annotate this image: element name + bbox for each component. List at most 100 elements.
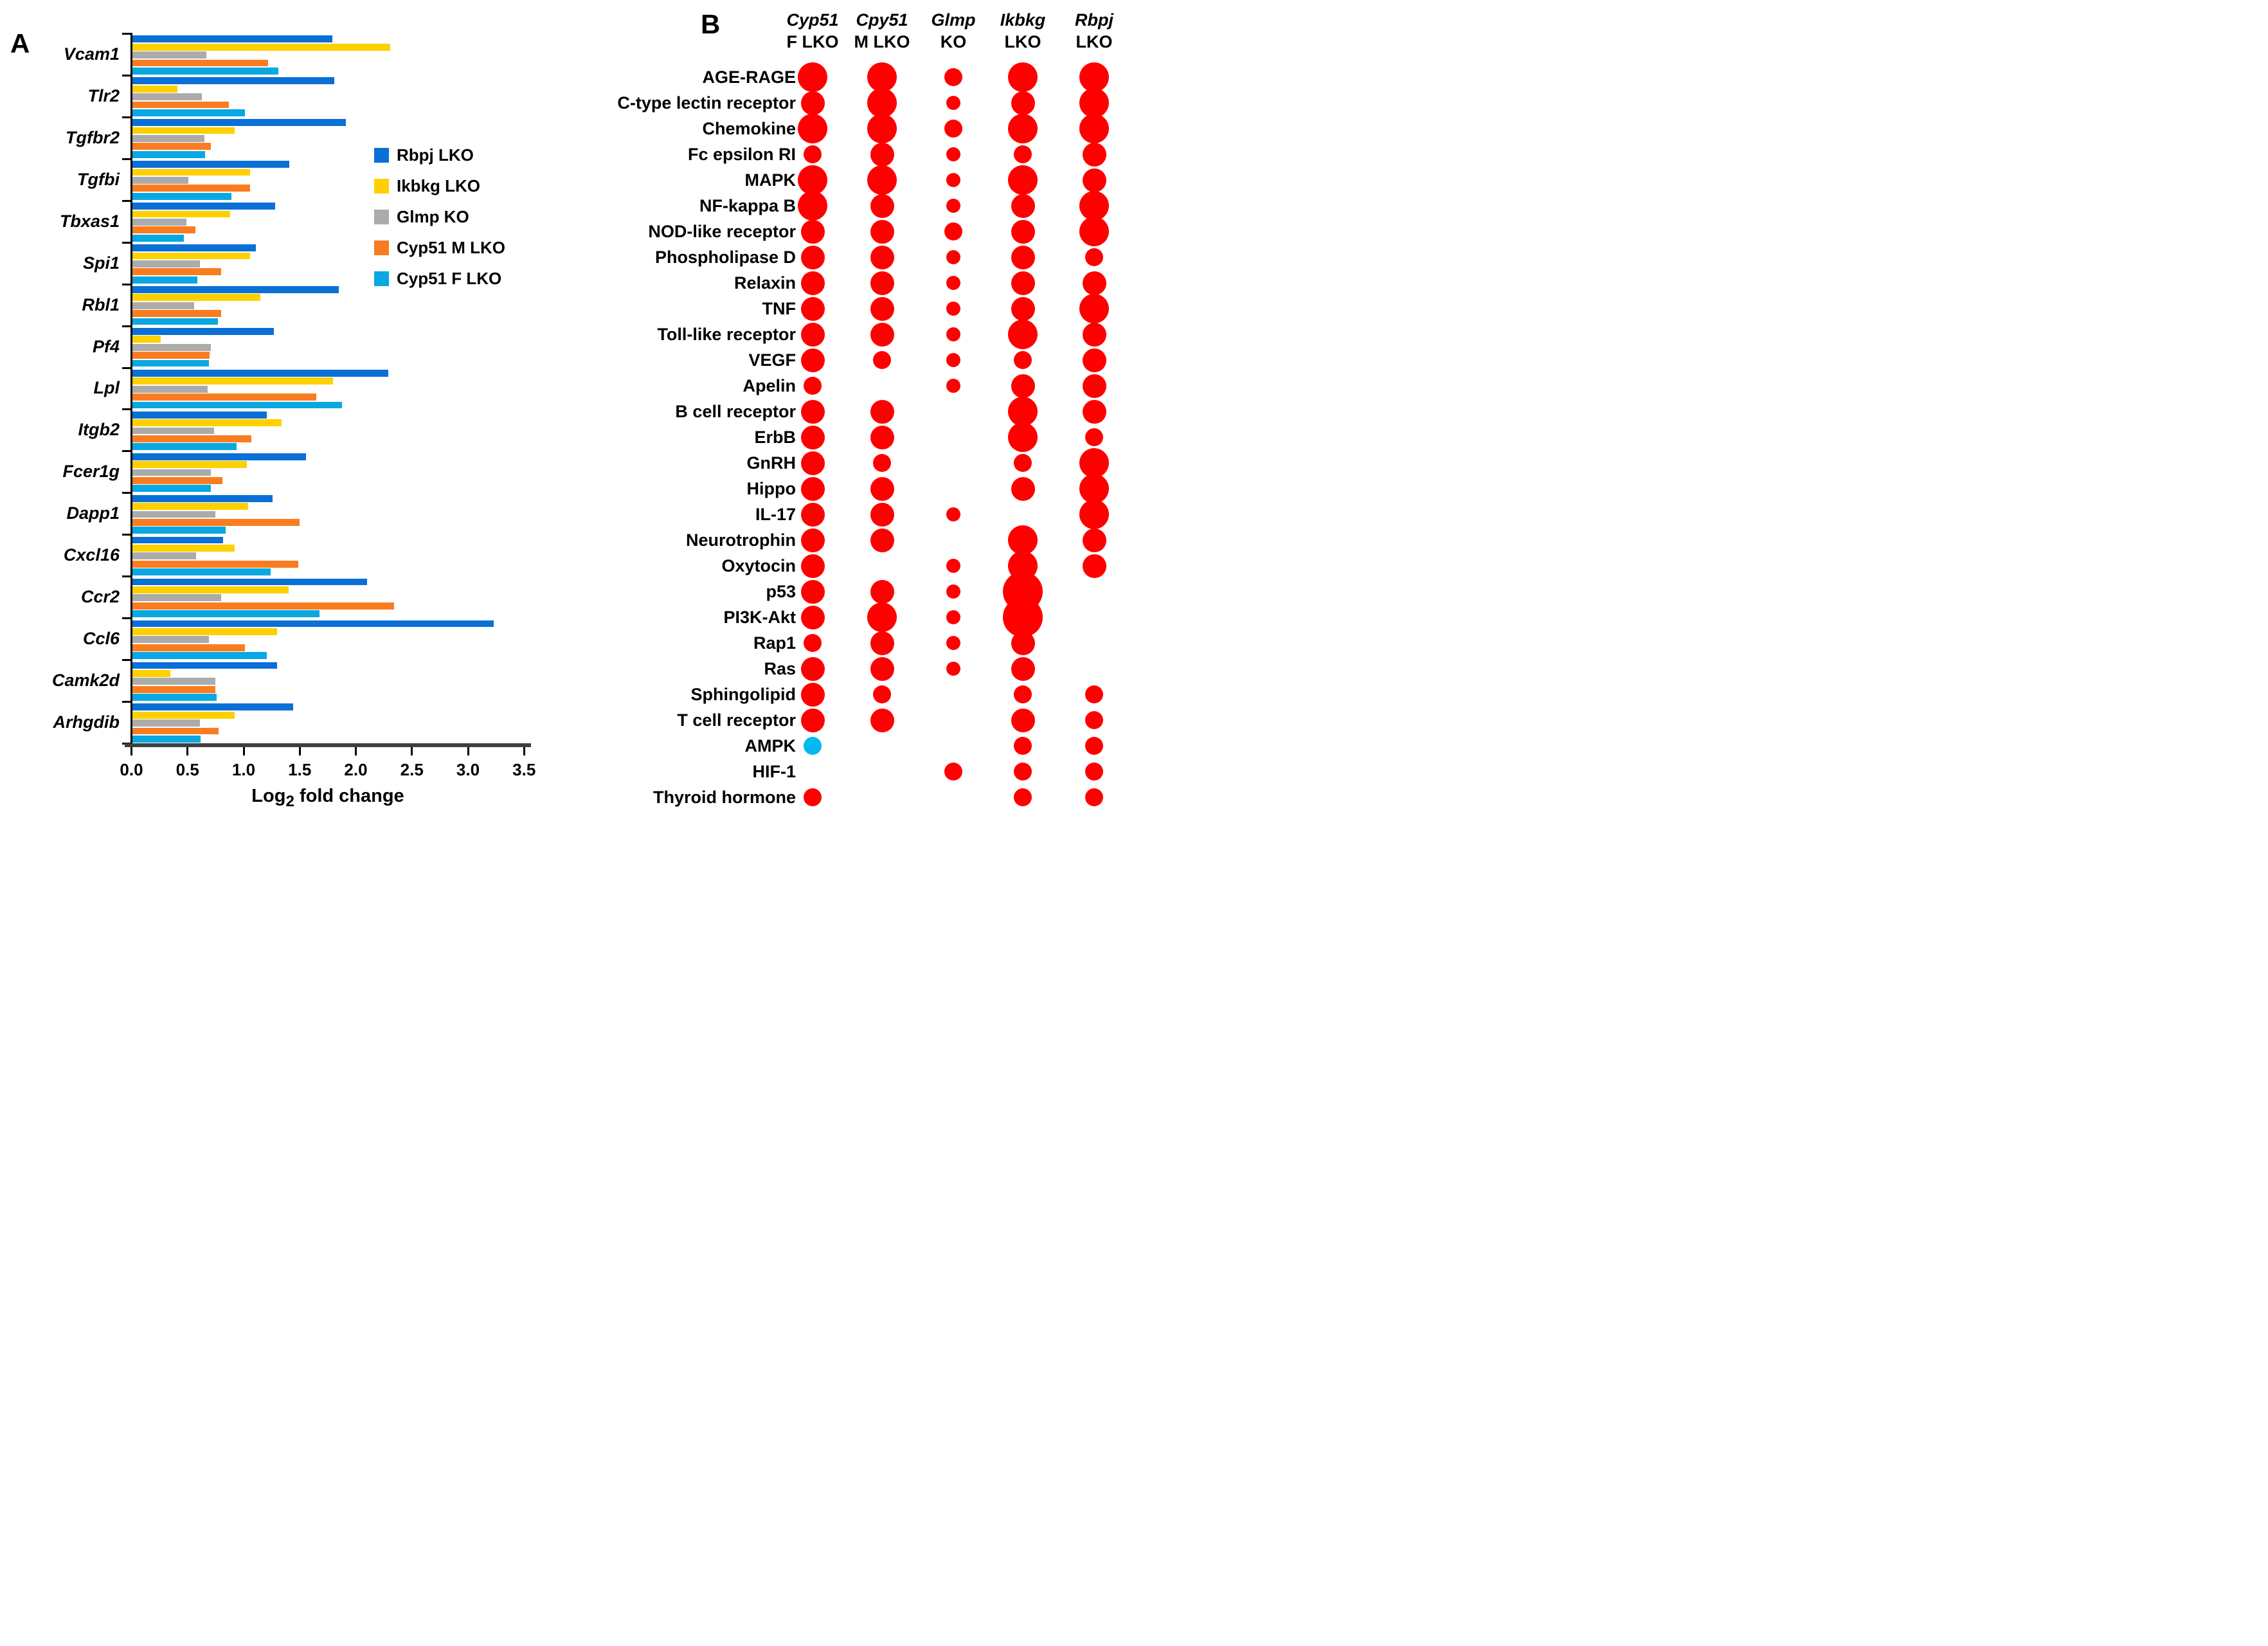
column-header-bottom: F LKO: [786, 32, 839, 51]
y-axis-tick: [122, 617, 131, 620]
pathway-dot: [1011, 374, 1035, 398]
pathway-label: Thyroid hormone: [653, 787, 796, 807]
panel-a-letter: A: [10, 28, 30, 59]
legend-swatch: [374, 210, 389, 224]
gene-label: Rbl1: [82, 294, 120, 314]
bar-cyp51-m-lko: [132, 685, 216, 693]
x-axis-tick-label: 1.0: [231, 760, 256, 779]
legend-swatch: [374, 271, 389, 286]
gene-label: Fcer1g: [62, 462, 120, 482]
pathway-label: B cell receptor: [675, 401, 796, 421]
pathway-dot: [870, 219, 894, 244]
bar-ikbkg-lko: [132, 503, 248, 510]
bar-cyp51-m-lko: [132, 185, 251, 192]
pathway-dot: [1008, 525, 1038, 555]
gene-label: Camk2d: [51, 671, 120, 691]
bar-glmp-ko: [132, 385, 208, 393]
pathway-dot: [867, 165, 897, 195]
bar-cyp51-f-lko: [132, 694, 217, 701]
pathway-dot: [798, 62, 827, 92]
pathway-dot: [798, 114, 827, 143]
bar-cyp51-m-lko: [132, 518, 300, 526]
pathway-dot: [870, 528, 894, 552]
x-axis-tick-label: 0.5: [176, 760, 199, 779]
pathway-dot: [946, 96, 960, 110]
pathway-dot: [1079, 474, 1109, 503]
pathway-label: NF-kappa B: [699, 195, 796, 215]
y-axis-tick: [122, 659, 131, 662]
pathway-dot: [1014, 454, 1032, 472]
bar-cyp51-f-lko: [132, 68, 278, 75]
bar-cyp51-f-lko: [132, 401, 343, 409]
pathway-dot: [1011, 631, 1035, 655]
pathway-label: HIF-1: [752, 761, 797, 781]
legend-item: Cyp51 F LKO: [374, 269, 505, 289]
bar-cyp51-f-lko: [132, 234, 184, 242]
legend-label: Cyp51 F LKO: [397, 269, 502, 288]
x-axis-tick: [467, 747, 469, 755]
pathway-dot: [1008, 422, 1038, 452]
x-axis-tick: [298, 747, 301, 755]
pathway-label: PI3K-Akt: [723, 607, 796, 627]
pathway-dot: [946, 662, 960, 676]
pathway-dot: [800, 554, 825, 578]
legend-item: Ikbkg LKO: [374, 176, 505, 196]
bar-cyp51-m-lko: [132, 268, 221, 276]
legend-swatch: [374, 148, 389, 163]
bar-rbpj-lko: [132, 35, 332, 43]
pathway-dot: [1003, 597, 1043, 637]
pathway-dot: [1079, 191, 1109, 221]
bar-ikbkg-lko: [132, 252, 251, 260]
pathway-dot: [1008, 397, 1038, 426]
pathway-dot: [946, 276, 960, 290]
pathway-label: NOD-like receptor: [648, 221, 796, 241]
pathway-dot: [800, 682, 825, 707]
legend-label: Cyp51 M LKO: [397, 238, 506, 257]
y-axis-tick: [122, 283, 131, 285]
gene-label: Cxcl16: [63, 545, 120, 565]
bar-glmp-ko: [132, 218, 186, 226]
pathway-dot: [800, 322, 825, 347]
bar-ikbkg-lko: [132, 586, 289, 593]
legend-label: Glmp KO: [397, 207, 469, 226]
pathway-dot: [1011, 245, 1035, 269]
bar-cyp51-m-lko: [132, 393, 317, 401]
pathway-dot: [804, 737, 822, 755]
pathway-dot: [1082, 271, 1106, 295]
legend-item: Cyp51 M LKO: [374, 238, 505, 258]
pathway-label: Chemokine: [702, 118, 796, 138]
pathway-dot: [1011, 91, 1035, 115]
pathway-dot: [1079, 294, 1109, 323]
bar-cyp51-f-lko: [132, 318, 218, 325]
pathway-label: p53: [766, 581, 796, 601]
pathway-dot: [1085, 248, 1103, 266]
column-header-bottom: LKO: [1004, 32, 1041, 51]
pathway-dot: [1079, 500, 1109, 529]
gene-label: Spi1: [82, 253, 120, 273]
pathway-dot: [870, 194, 894, 218]
pathway-dot: [1014, 351, 1032, 369]
pathway-dot: [1079, 448, 1109, 478]
pathway-dot: [1085, 685, 1103, 703]
pathway-label: Toll-like receptor: [657, 324, 796, 344]
pathway-dot: [867, 88, 897, 118]
pathway-dot: [800, 245, 825, 269]
gene-label: Dapp1: [66, 503, 120, 523]
pathway-dot: [873, 351, 891, 369]
pathway-dot: [946, 173, 960, 187]
bar-glmp-ko: [132, 51, 207, 59]
pathway-dot: [1085, 788, 1103, 806]
column-header-top: Cpy51: [856, 10, 908, 30]
column-header-top: Ikbkg: [1000, 10, 1046, 30]
pathway-label: ErbB: [754, 427, 796, 447]
bar-rbpj-lko: [132, 411, 267, 419]
y-axis-tick: [122, 199, 131, 202]
bar-cyp51-m-lko: [132, 477, 222, 484]
gene-label: Itgb2: [78, 420, 120, 440]
pathway-dot: [870, 579, 894, 604]
pathway-dot: [804, 788, 822, 806]
legend-label: Ikbkg LKO: [397, 176, 481, 195]
y-axis-tick: [122, 74, 131, 77]
bar-rbpj-lko: [132, 536, 224, 544]
pathway-dot: [798, 165, 827, 195]
